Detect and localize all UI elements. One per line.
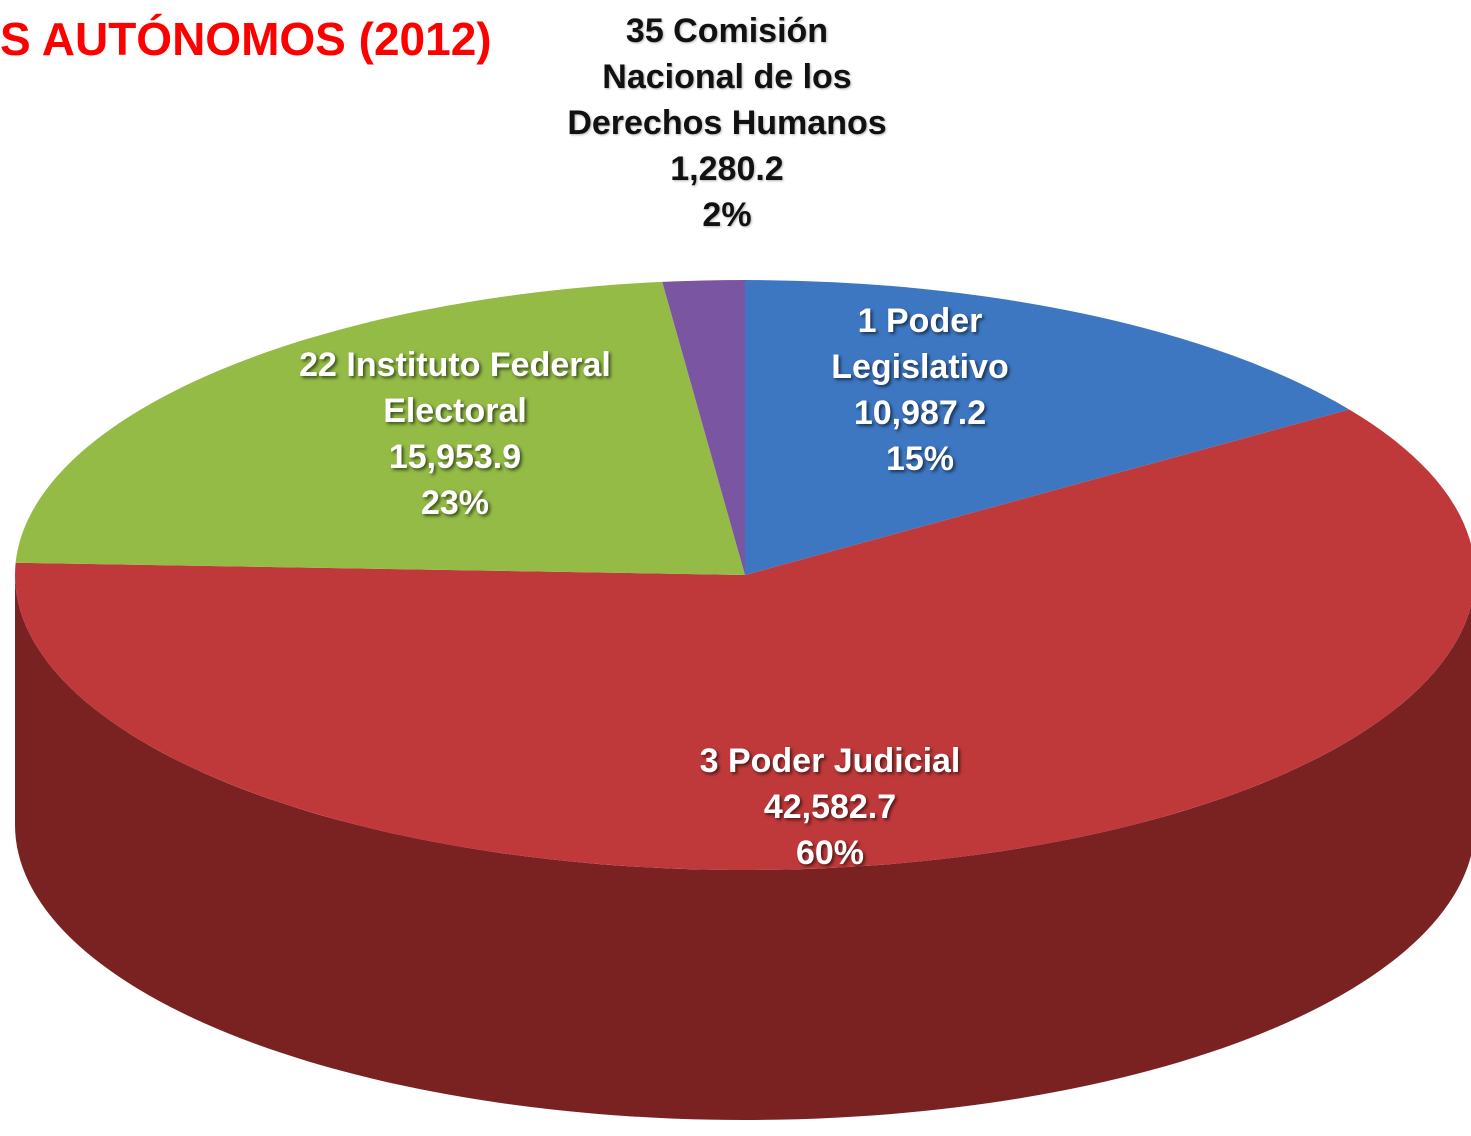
slice [745,280,1350,575]
slice-name: 35 Comisión Nacional de los Derechos Hum… [567,12,887,142]
percent-label: 2% [702,196,752,234]
slice-name: 1 Poder Legislativo [831,302,1009,386]
slice [15,409,1471,870]
percent-label: 23% [420,484,490,522]
chart-title: S AUTÓNOMOS (2012) [0,13,492,65]
data-label: 22 Instituto Federal Electoral 15,953.9 23… [265,342,645,526]
slice [662,280,745,575]
value-label: 1,280.2 [670,150,784,188]
slice [15,281,745,575]
slice-side [15,575,1471,1120]
value-label: 10,987.2 [853,394,987,432]
percent-label: 15% [885,440,955,478]
data-label: 35 Comisión Nacional de los Derechos Hum… [567,8,887,238]
data-label: 1 Poder Legislativo 10,987.2 15% [770,298,1070,482]
slice-name: 22 Instituto Federal Electoral [299,346,611,430]
percent-label: 60% [795,834,865,872]
slice-name: 3 Poder Judicial [699,742,961,780]
value-label: 42,582.7 [763,788,897,826]
data-label: 3 Poder Judicial 42,582.7 60% [620,738,1040,876]
value-label: 15,953.9 [388,438,522,476]
